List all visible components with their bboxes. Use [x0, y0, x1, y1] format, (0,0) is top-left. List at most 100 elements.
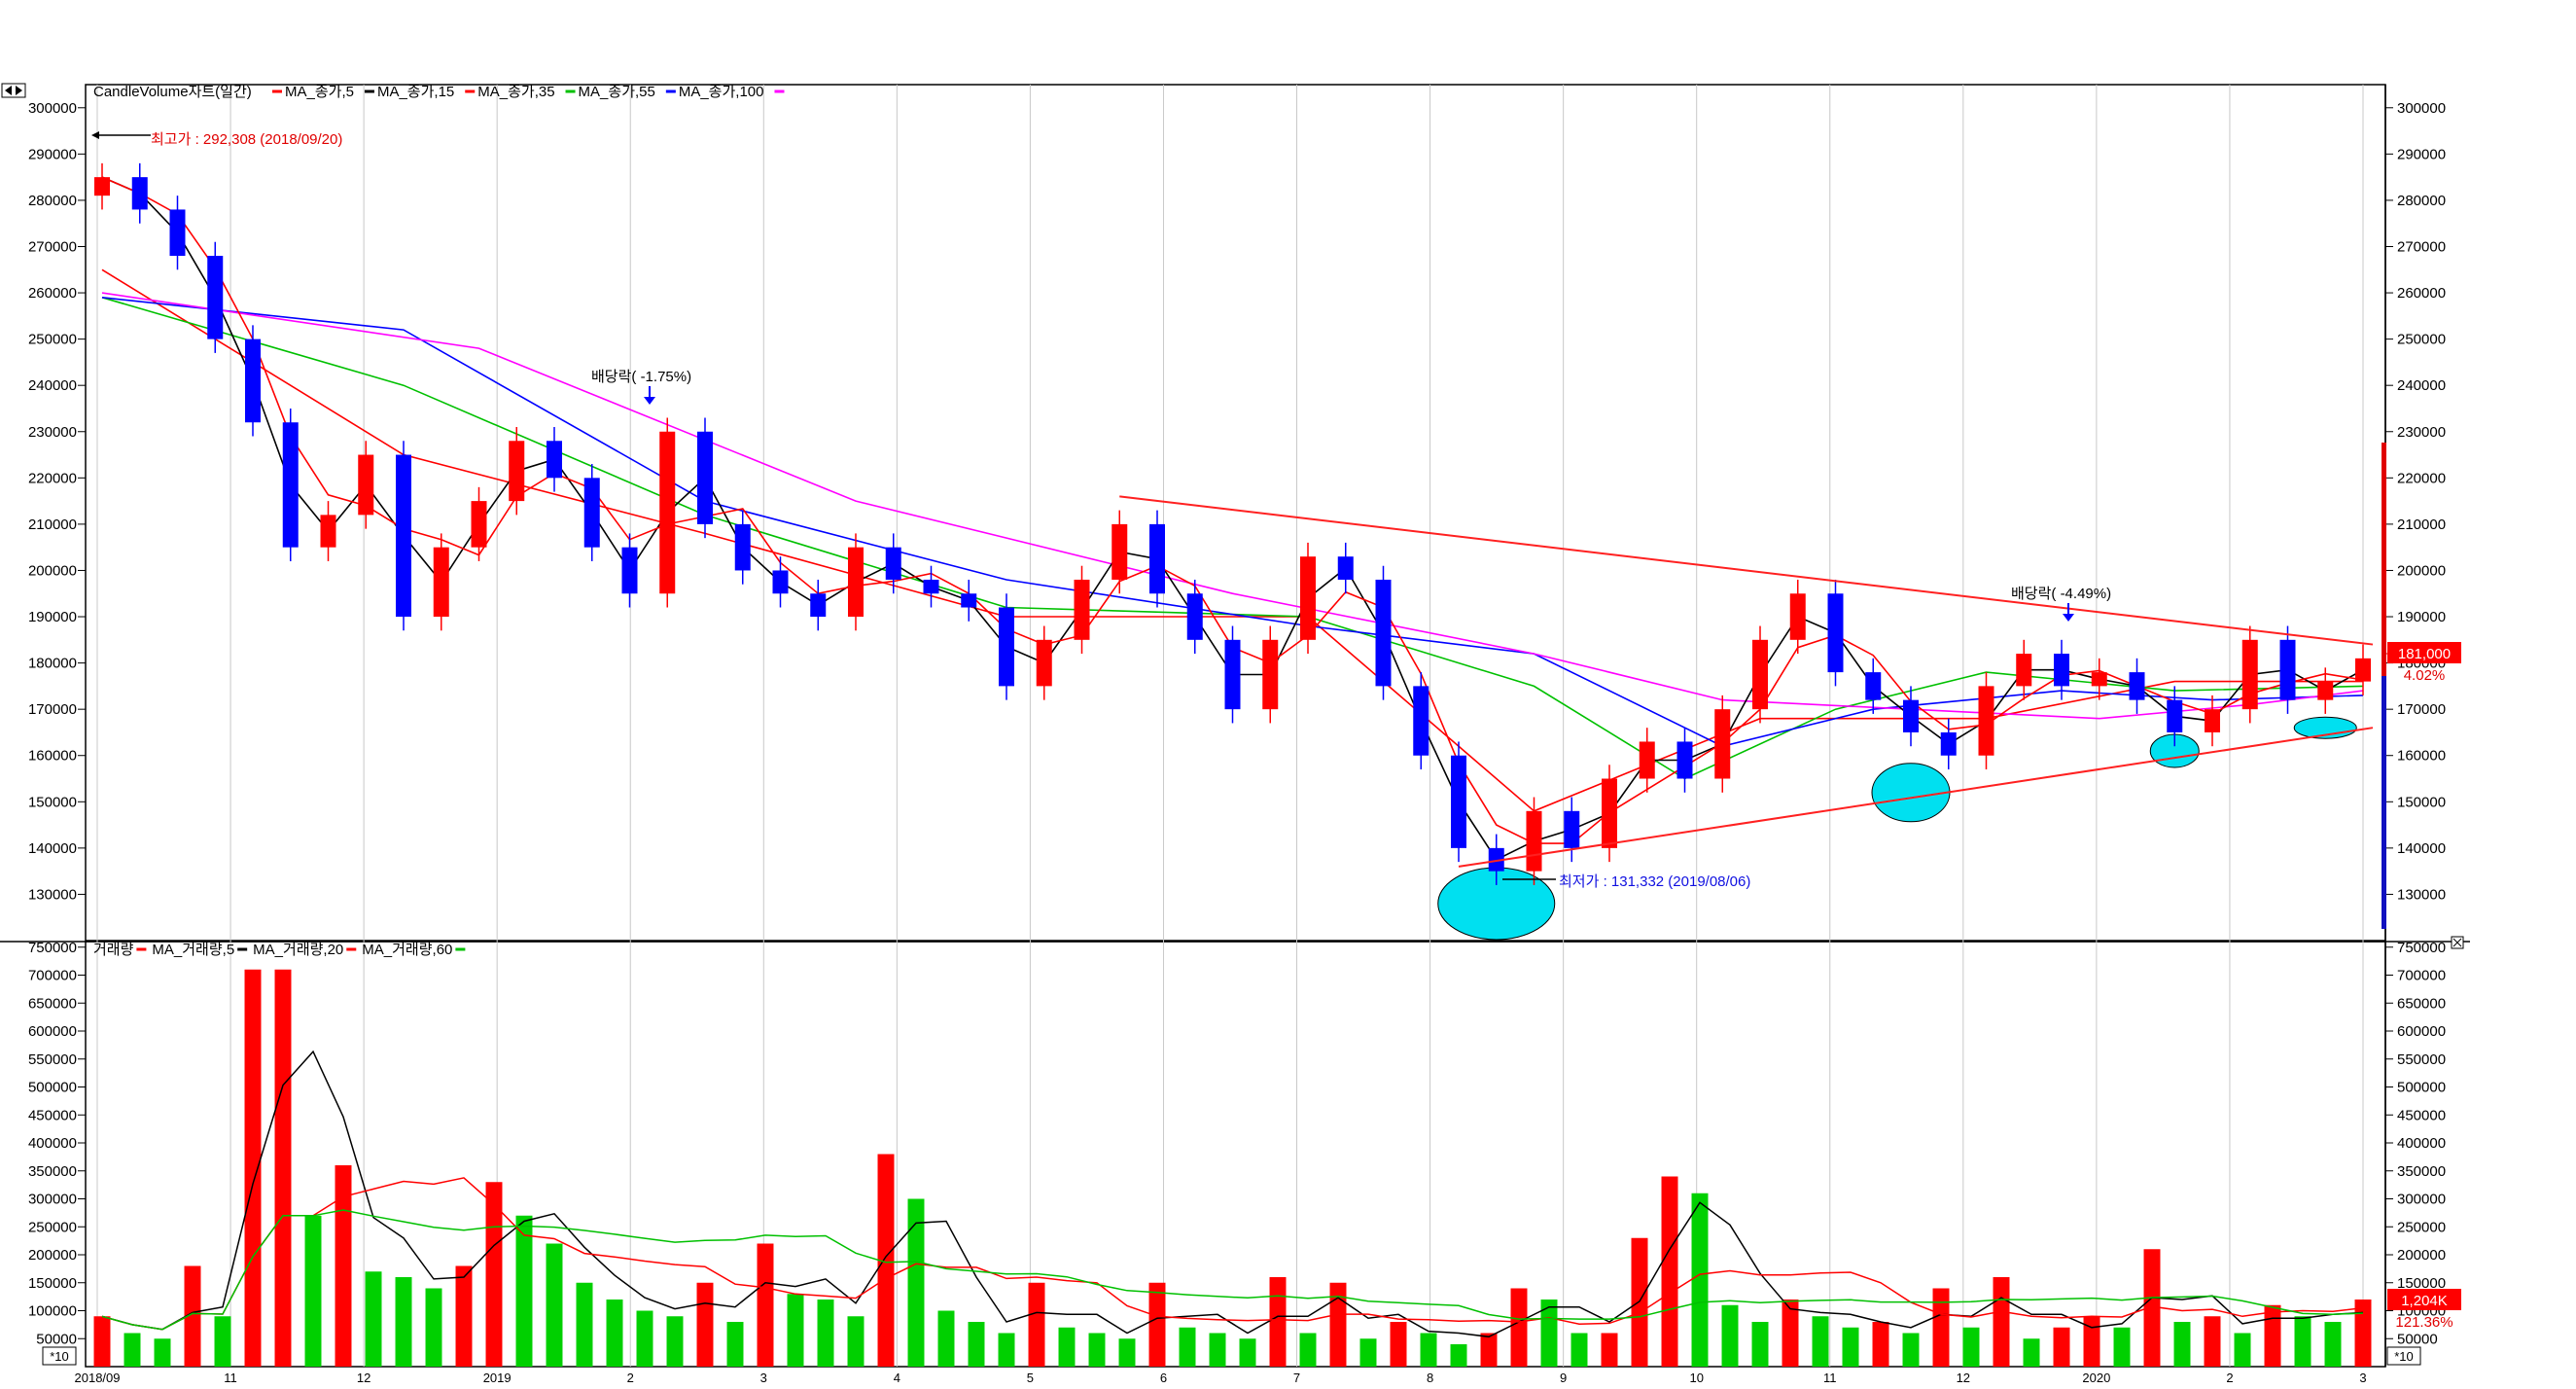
price-panel [85, 84, 2386, 942]
x-tick-label: 2019 [483, 1371, 512, 1384]
price-axis-left: 300000 290000 280000 270000 260000 250000 2400… [28, 100, 86, 903]
volume-tick-label-left: 150000 [28, 1275, 77, 1292]
high-annotation: 최고가 : 292,308 (2018/09/20) [91, 131, 342, 148]
price-tick-label-right: 280000 [2397, 193, 2446, 209]
price-tick-label-right: 140000 [2397, 840, 2446, 857]
price-tick-label-right: 260000 [2397, 285, 2446, 302]
candle-body [1827, 593, 1844, 673]
x-tick-label: 11 [224, 1371, 237, 1384]
volume-bar [968, 1322, 985, 1367]
dividend-annotation-1: 배당락( -1.75%) [591, 369, 691, 405]
volume-bar [365, 1271, 382, 1367]
volume-bar [1540, 1300, 1558, 1367]
volume-panel-close-icon[interactable] [2451, 936, 2464, 949]
volume-tick-label-right: 750000 [2397, 940, 2446, 956]
candle-body [2016, 654, 2032, 687]
candle-body [1337, 556, 1354, 580]
candle-body [245, 338, 261, 423]
price-tick-label-left: 270000 [28, 238, 77, 255]
x-tick-label: 5 [1027, 1371, 1034, 1384]
volume-tick-label-left: 600000 [28, 1023, 77, 1040]
price-tick-label-right: 150000 [2397, 794, 2446, 810]
volume-bar [907, 1198, 925, 1367]
x-tick-label: 2 [2226, 1371, 2233, 1384]
unit-box-right: *10 [2386, 1346, 2421, 1366]
volume-bar [2023, 1338, 2040, 1367]
volume-bar [1510, 1288, 1528, 1367]
price-tick-label-left: 220000 [28, 470, 77, 486]
candle-body [885, 547, 901, 580]
ma-line [101, 176, 2364, 861]
price-tick-label-left: 130000 [28, 886, 77, 903]
candle-body [1639, 741, 1655, 779]
volume-bar [2083, 1316, 2100, 1367]
price-tick-label-right: 250000 [2397, 332, 2446, 348]
volume-bar [2204, 1316, 2221, 1367]
dividend-annotation-2: 배당락( -4.49%) [2011, 586, 2111, 622]
price-scale-bar-down [2382, 676, 2386, 929]
candle-body [509, 441, 525, 502]
price-tick-label-left: 240000 [28, 377, 77, 394]
volume-bar [1721, 1304, 1739, 1367]
candle-body [1224, 639, 1241, 710]
volume-bar [1209, 1333, 1226, 1367]
dividend-label-2: 배당락( -4.49%) [2011, 586, 2111, 602]
volume-bar [395, 1277, 412, 1367]
volume-tick-label-right: 300000 [2397, 1192, 2446, 1208]
price-tick-label-right: 170000 [2397, 701, 2446, 718]
trendlines [1119, 495, 2374, 868]
x-tick-label: 6 [1160, 1371, 1167, 1384]
candle-body [621, 547, 638, 594]
volume-bar [1179, 1327, 1196, 1367]
x-tick-label: 8 [1427, 1371, 1433, 1384]
candle-body [1789, 593, 1806, 640]
price-legend: CandleVolume자트(일간) MA_종가,5 MA_종가,15 MA_종가,… [93, 84, 785, 100]
volume-bar [2113, 1327, 2131, 1367]
candle-body [1300, 556, 1316, 640]
candle-body [1262, 639, 1279, 710]
volume-ma-line [101, 1209, 2364, 1331]
volume-tick-label-right: 600000 [2397, 1023, 2446, 1040]
candle-body [583, 478, 600, 548]
volume-bar [455, 1265, 473, 1367]
low-annotation: 최저가 : 131,332 (2019/08/06) [1502, 873, 1750, 890]
volume-tick-label-left: 200000 [28, 1247, 77, 1264]
candle-body [1488, 847, 1504, 872]
price-tick-label-right: 190000 [2397, 609, 2446, 625]
x-tick-label: 7 [1293, 1371, 1300, 1384]
x-tick-label: 2018/09 [75, 1371, 121, 1384]
volume-tick-label-left: 750000 [28, 940, 77, 956]
low-label: 최저가 : 131,332 (2019/08/06) [1559, 873, 1750, 890]
price-tick-label-left: 280000 [28, 193, 77, 209]
legend-label: MA_종가,15 [377, 84, 454, 100]
svg-text:*10: *10 [2394, 1349, 2414, 1364]
volume-bar [1088, 1333, 1106, 1367]
price-tick-label-left: 160000 [28, 748, 77, 765]
candle-body [433, 547, 449, 618]
dividend-label-1: 배당락( -1.75%) [591, 369, 691, 385]
volume-axis-right: 750000 700000 650000 600000 550000 500000 4500… [2385, 940, 2446, 1347]
price-tick-label-right: 300000 [2397, 100, 2446, 117]
volume-bar [485, 1182, 503, 1367]
volume-bar [515, 1215, 533, 1367]
candle-body [1714, 709, 1731, 779]
candle-body [1903, 699, 1919, 732]
candle-body [1676, 741, 1693, 779]
candle-body [734, 523, 751, 571]
x-tick-label: 12 [357, 1371, 371, 1384]
volume-tick-label-left: 500000 [28, 1080, 77, 1096]
volume-tick-label-right: 400000 [2397, 1135, 2446, 1152]
price-tick-label-left: 230000 [28, 424, 77, 441]
svg-text:*10: *10 [50, 1349, 69, 1364]
volume-bar [1239, 1338, 1256, 1367]
volume-bar [1359, 1338, 1377, 1367]
volume-bar [1601, 1333, 1618, 1367]
volume-bar [274, 969, 292, 1367]
x-tick-label: 2020 [2082, 1371, 2110, 1384]
volume-bar [636, 1310, 653, 1367]
scroll-arrows-icon[interactable] [1, 83, 26, 98]
volume-bar [2294, 1316, 2311, 1367]
candle-body [999, 607, 1014, 687]
price-tick-label-left: 180000 [28, 656, 77, 672]
arrow-down-icon [644, 397, 655, 405]
